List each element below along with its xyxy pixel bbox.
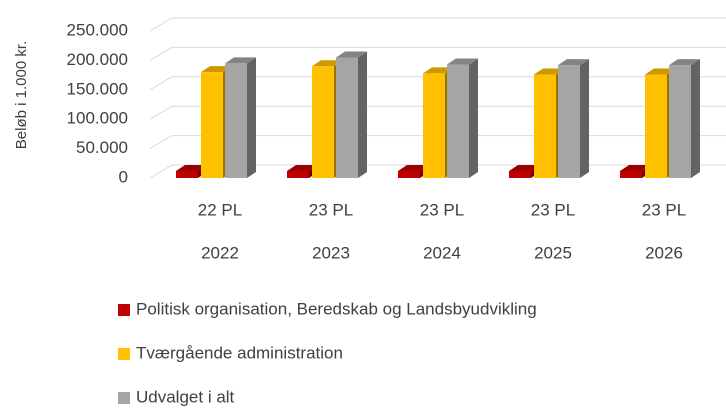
bar-side xyxy=(469,58,478,178)
bar-front xyxy=(509,170,531,178)
x-tick-label: 23 PL xyxy=(531,200,575,219)
x-tick-label: 23 PL xyxy=(309,200,353,219)
bar-front xyxy=(645,74,667,178)
bar xyxy=(225,57,256,179)
bar-top xyxy=(534,68,565,75)
legend-label: Politisk organisation, Beredskab og Land… xyxy=(136,299,537,318)
bar-front xyxy=(287,170,309,178)
bar-front xyxy=(201,72,223,178)
bar-top xyxy=(423,67,454,74)
bar-top xyxy=(447,58,478,65)
bar-top xyxy=(176,164,207,171)
bar-top xyxy=(312,60,343,67)
bar-front xyxy=(176,170,198,178)
bar-front xyxy=(423,73,445,178)
bar-top xyxy=(336,51,367,58)
bar-front xyxy=(669,65,691,178)
bar-front xyxy=(336,57,358,178)
y-tick-label: 50.000 xyxy=(76,138,128,157)
x-tick-label: 23 PL xyxy=(420,200,464,219)
x-tick-label: 22 PL xyxy=(198,200,242,219)
legend-swatch xyxy=(118,348,130,360)
y-tick-label: 0 xyxy=(119,167,128,186)
y-tick-label: 150.000 xyxy=(67,79,128,98)
bar xyxy=(447,58,478,178)
bar-front xyxy=(447,64,469,178)
bar-front xyxy=(620,170,642,178)
bar-side xyxy=(580,59,589,178)
bar-top xyxy=(645,68,676,75)
bar-top xyxy=(669,59,700,66)
x-tick-label: 2025 xyxy=(534,243,572,262)
bar-side xyxy=(691,59,700,178)
bar xyxy=(558,59,589,178)
bar-top xyxy=(225,57,256,64)
y-tick-label: 100.000 xyxy=(67,109,128,128)
bar-top xyxy=(398,164,429,171)
bar-front xyxy=(558,65,580,178)
y-axis-label: Beløb i 1.000 kr. xyxy=(13,41,30,149)
y-tick-label: 250.000 xyxy=(67,20,128,39)
bar xyxy=(336,51,367,178)
x-tick-label: 2023 xyxy=(312,243,350,262)
y-tick-label: 200.000 xyxy=(67,50,128,69)
bar-side xyxy=(247,57,256,179)
bar-top xyxy=(201,66,232,73)
bar-front xyxy=(312,66,334,178)
x-tick-label: 2024 xyxy=(423,243,461,262)
legend-label: Udvalget i alt xyxy=(136,387,235,406)
x-tick-label: 23 PL xyxy=(642,200,686,219)
legend-swatch xyxy=(118,304,130,316)
bar-front xyxy=(398,170,420,178)
bar-front xyxy=(225,63,247,179)
bar xyxy=(669,59,700,178)
grid-line xyxy=(149,17,726,32)
legend-label: Tværgående administration xyxy=(136,343,343,362)
legend-swatch xyxy=(118,392,130,404)
bar-top xyxy=(558,59,589,66)
x-tick-label: 2022 xyxy=(201,243,239,262)
bar-side xyxy=(358,51,367,178)
grid-line xyxy=(149,46,726,61)
x-tick-label: 2026 xyxy=(645,243,683,262)
bar-top xyxy=(620,164,651,171)
bar-front xyxy=(534,74,556,178)
bar-top xyxy=(509,164,540,171)
bar-top xyxy=(287,164,318,171)
